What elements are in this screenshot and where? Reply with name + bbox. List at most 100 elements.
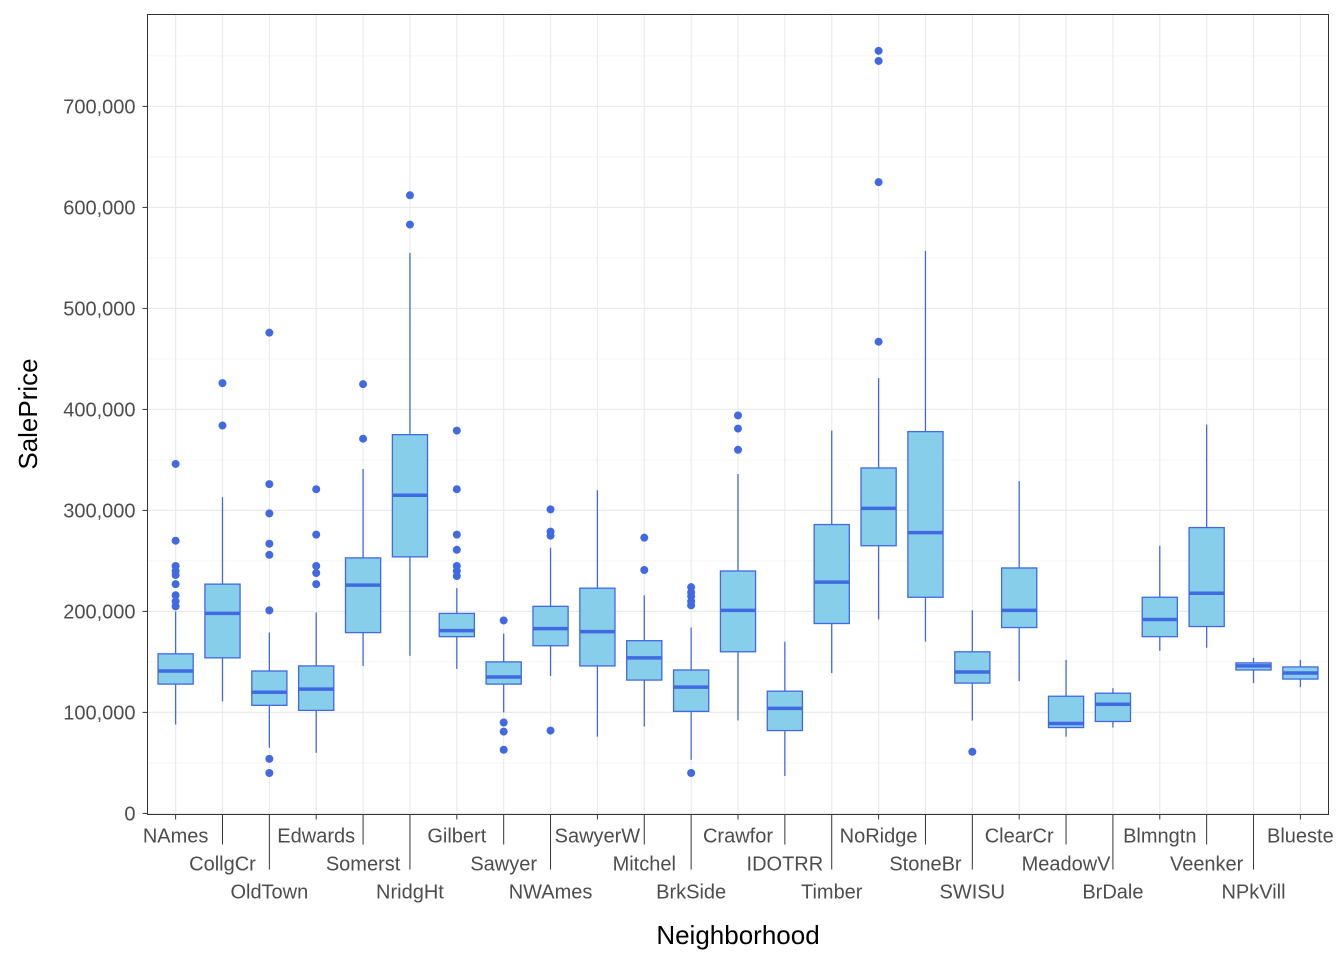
outlier-point xyxy=(312,569,321,578)
x-tick-label: MeadowV xyxy=(1022,854,1112,876)
box-ClearCr xyxy=(1000,481,1038,682)
box-NWAmes xyxy=(532,505,569,735)
x-tick-label: Timber xyxy=(801,882,863,904)
box xyxy=(1188,526,1225,628)
outlier-point xyxy=(968,747,977,756)
box-NridgHt xyxy=(391,191,429,656)
outlier-point xyxy=(452,545,461,554)
outlier-point xyxy=(499,718,508,727)
box xyxy=(1000,567,1038,629)
outlier-point xyxy=(452,426,461,435)
x-tick-label: Somerst xyxy=(326,854,401,876)
box-BrDale xyxy=(1094,688,1132,728)
box xyxy=(251,670,288,706)
box xyxy=(344,557,382,634)
x-tick-label: Blueste xyxy=(1267,826,1334,848)
x-tick-label: CollgCr xyxy=(189,854,256,876)
box-Veenker xyxy=(1188,424,1225,648)
x-axis-title: Neighborhood xyxy=(656,920,819,950)
box xyxy=(672,669,710,713)
x-tick-label: NWAmes xyxy=(509,882,593,904)
box xyxy=(579,587,616,667)
outlier-point xyxy=(546,726,555,735)
box-SWISU xyxy=(954,610,991,756)
outlier-point xyxy=(687,768,696,777)
box xyxy=(204,583,241,659)
outlier-point xyxy=(452,485,461,494)
y-tick-label: 400,000 xyxy=(63,399,135,421)
box-Timber xyxy=(813,430,850,674)
outlier-point xyxy=(405,220,414,229)
x-tick-label: OldTown xyxy=(230,882,308,904)
box-Blueste xyxy=(1282,659,1319,688)
x-tick-label: Veenker xyxy=(1170,854,1244,876)
box-Somerst xyxy=(344,380,382,666)
outlier-point xyxy=(546,505,555,514)
x-tick-label: Crawfor xyxy=(703,826,773,848)
outlier-point xyxy=(499,616,508,625)
outlier-point xyxy=(171,580,180,589)
box xyxy=(766,690,804,732)
outlier-point xyxy=(265,550,274,559)
box xyxy=(1094,692,1132,723)
outlier-point xyxy=(218,421,227,430)
x-tick-label: Sawyer xyxy=(470,854,537,876)
x-tick-label: NoRidge xyxy=(840,826,918,848)
y-tick-label: 700,000 xyxy=(63,96,135,118)
x-tick-label: SWISU xyxy=(940,882,1006,904)
outlier-point xyxy=(734,445,742,454)
outlier-point xyxy=(874,178,883,187)
x-axis: NAmes CollgCr OldTown Edwards Somerst NridgHt… xyxy=(143,814,1334,904)
x-tick-label: SawyerW xyxy=(555,826,641,848)
x-tick-label: NAmes xyxy=(143,826,209,848)
box-NAmes xyxy=(157,459,194,725)
box-IDOTRR xyxy=(766,641,804,777)
x-tick-label: BrDale xyxy=(1082,882,1143,904)
y-axis: 0 100,000 200,000 300,000 400,000 500,000 600,… xyxy=(63,96,148,825)
outlier-point xyxy=(874,56,883,65)
box-CollgCr xyxy=(204,379,241,702)
box xyxy=(438,612,476,638)
x-tick-label: Edwards xyxy=(277,826,355,848)
box xyxy=(813,523,850,625)
box-StoneBr xyxy=(907,250,944,642)
x-tick-label: StoneBr xyxy=(889,854,962,876)
y-tick-label: 0 xyxy=(124,803,135,825)
box-Crawfor xyxy=(719,411,757,721)
y-axis-title: SalePrice xyxy=(13,358,43,469)
x-tick-label: IDOTRR xyxy=(747,854,824,876)
box-Blmngtn xyxy=(1141,545,1179,651)
outlier-point xyxy=(171,591,180,600)
x-tick-label: Gilbert xyxy=(427,826,486,848)
outlier-point xyxy=(359,380,368,389)
box-OldTown xyxy=(251,328,288,777)
y-tick-label: 500,000 xyxy=(63,298,135,320)
box xyxy=(532,605,569,647)
outlier-point xyxy=(874,46,883,55)
outlier-point xyxy=(874,337,883,346)
outlier-point xyxy=(312,530,321,539)
outlier-point xyxy=(312,485,321,494)
outlier-point xyxy=(546,527,555,536)
box-Sawyer xyxy=(485,616,522,754)
x-tick-label: Mitchel xyxy=(613,854,676,876)
y-tick-label: 300,000 xyxy=(63,500,135,522)
outlier-point xyxy=(312,561,321,570)
outlier-point xyxy=(171,459,180,468)
outlier-point xyxy=(499,727,508,736)
outlier-point xyxy=(687,583,696,592)
box-Edwards xyxy=(297,485,335,753)
x-tick-label: NridgHt xyxy=(376,882,444,904)
outlier-point xyxy=(265,328,274,337)
outlier-point xyxy=(734,411,742,420)
outlier-point xyxy=(359,434,368,443)
outlier-point xyxy=(312,580,321,589)
outlier-point xyxy=(218,379,227,388)
box xyxy=(157,653,194,685)
box-BrkSide xyxy=(672,583,710,777)
x-tick-label: BrkSide xyxy=(656,882,726,904)
boxes xyxy=(157,46,1319,777)
outlier-point xyxy=(265,768,274,777)
outlier-point xyxy=(265,539,274,548)
box-SawyerW xyxy=(579,490,616,737)
